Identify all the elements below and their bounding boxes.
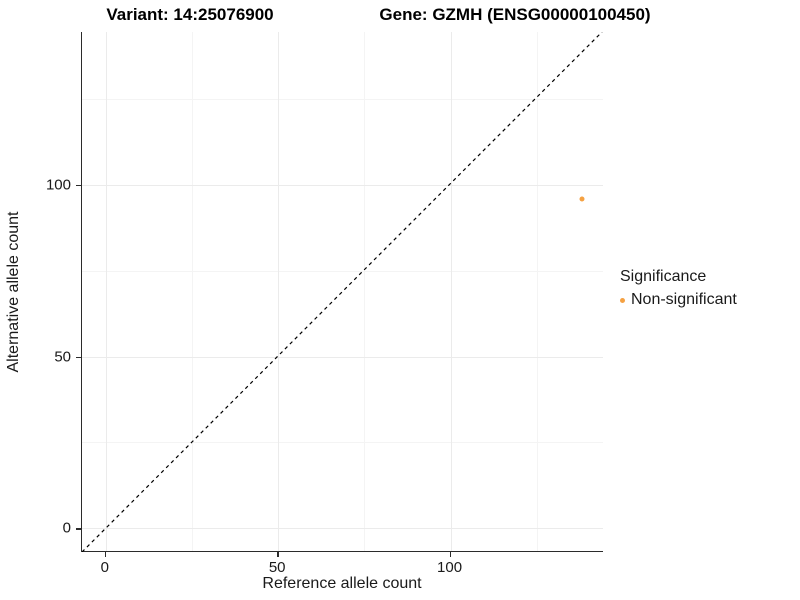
x-major-gridline <box>278 32 280 551</box>
legend-title: Significance <box>620 268 707 285</box>
y-minor-gridline <box>82 98 603 100</box>
x-axis-title: Reference allele count <box>262 575 422 592</box>
x-minor-gridline <box>364 32 366 551</box>
y-axis-tick <box>76 356 81 359</box>
x-axis-tick <box>277 552 279 557</box>
y-major-gridline <box>82 528 603 530</box>
x-major-gridline <box>450 32 452 551</box>
x-tick-label: 50 <box>268 559 286 576</box>
y-minor-gridline <box>82 442 603 444</box>
x-tick-label: 0 <box>100 559 109 576</box>
plot-title-variant: Variant: 14:25076900 <box>106 5 274 24</box>
y-axis-tick <box>76 528 81 530</box>
data-point <box>579 196 585 202</box>
x-minor-gridline <box>536 32 538 551</box>
legend: Significance Non-significant <box>620 268 737 309</box>
y-major-gridline <box>82 356 603 358</box>
plot-panel <box>81 32 603 552</box>
y-tick-label: 100 <box>45 176 71 194</box>
plot-title-gene: Gene: GZMH (ENSG00000100450) <box>379 5 651 24</box>
x-major-gridline <box>105 32 107 551</box>
legend-item-non-significant: Non-significant <box>620 291 737 309</box>
y-tick-label: 50 <box>54 348 71 366</box>
legend-item-label: Non-significant <box>631 291 737 308</box>
y-tick-label: 0 <box>62 519 71 537</box>
y-minor-gridline <box>82 270 603 272</box>
x-axis-tick <box>104 552 107 557</box>
x-axis-tick <box>449 552 452 557</box>
x-tick-label: 100 <box>437 559 463 576</box>
identity-dashed-line <box>82 32 603 552</box>
y-axis-title: Alternative allele count <box>5 211 22 373</box>
x-minor-gridline <box>191 32 193 551</box>
y-major-gridline <box>82 184 603 186</box>
legend-key-dot-icon <box>620 297 625 303</box>
y-axis-tick <box>76 184 81 187</box>
